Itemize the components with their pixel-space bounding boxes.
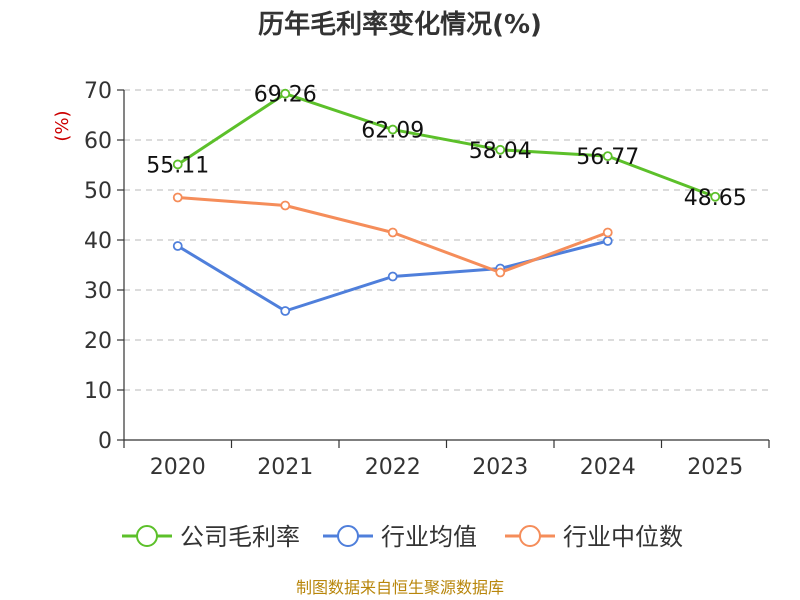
data-point	[387, 124, 398, 135]
data-point	[280, 88, 291, 99]
data-labels: 55.11 69.26 62.09 58.04 56.77 48.65	[146, 83, 746, 211]
legend-item-1[interactable]: 行业均值	[323, 523, 477, 551]
data-label: 56.77	[576, 145, 639, 170]
data-point	[602, 151, 613, 162]
x-tick-label: 2025	[687, 455, 743, 480]
y-tick-label: 0	[98, 429, 112, 454]
legend-label: 行业中位数	[563, 523, 683, 551]
data-label: 69.26	[254, 83, 317, 108]
data-label: 55.11	[146, 153, 209, 178]
chart-title: 历年毛利率变化情况(%)	[258, 9, 542, 40]
y-axis-unit-label: (%)	[52, 110, 73, 141]
legend-marker-icon	[519, 525, 541, 547]
series-line-0	[176, 92, 716, 199]
legend[interactable]: 公司毛利率 行业均值 行业中位数	[122, 523, 683, 551]
legend-item-2[interactable]: 行业中位数	[505, 523, 683, 551]
data-point	[172, 192, 183, 203]
y-tick-label: 60	[84, 129, 112, 154]
data-point	[280, 200, 291, 211]
data-point	[495, 144, 506, 155]
legend-marker-icon	[337, 525, 359, 547]
data-label: 58.04	[469, 139, 532, 164]
y-tick-label: 40	[84, 229, 112, 254]
source-note: 制图数据来自恒生聚源数据库	[296, 578, 504, 597]
y-tick-label: 10	[84, 379, 112, 404]
data-point	[280, 306, 291, 316]
legend-label: 公司毛利率	[180, 523, 300, 551]
legend-marker-icon	[136, 525, 158, 547]
data-point	[602, 227, 613, 238]
data-point	[495, 267, 506, 278]
data-point	[710, 191, 721, 202]
data-label: 62.09	[361, 119, 424, 144]
data-point	[387, 271, 398, 282]
y-tick-label: 50	[84, 179, 112, 204]
series-lines	[172, 88, 721, 316]
data-point	[172, 241, 183, 251]
data-label: 48.65	[684, 186, 747, 211]
y-tick-label: 30	[84, 279, 112, 304]
y-tick-label: 70	[84, 79, 112, 104]
x-tick-label: 2021	[257, 455, 313, 480]
axes: 0 10 20 30 40 50 60 70 2020 2021 2022 2023 2024 2025	[84, 79, 770, 480]
data-point	[602, 236, 613, 246]
x-tick-label: 2020	[150, 455, 206, 480]
data-point	[172, 159, 183, 170]
legend-label: 行业均值	[381, 523, 477, 551]
y-tick-label: 20	[84, 329, 112, 354]
data-point	[387, 227, 398, 238]
x-tick-label: 2022	[365, 455, 421, 480]
x-tick-label: 2024	[580, 455, 636, 480]
legend-item-0[interactable]: 公司毛利率	[122, 523, 300, 551]
x-tick-label: 2023	[472, 455, 528, 480]
